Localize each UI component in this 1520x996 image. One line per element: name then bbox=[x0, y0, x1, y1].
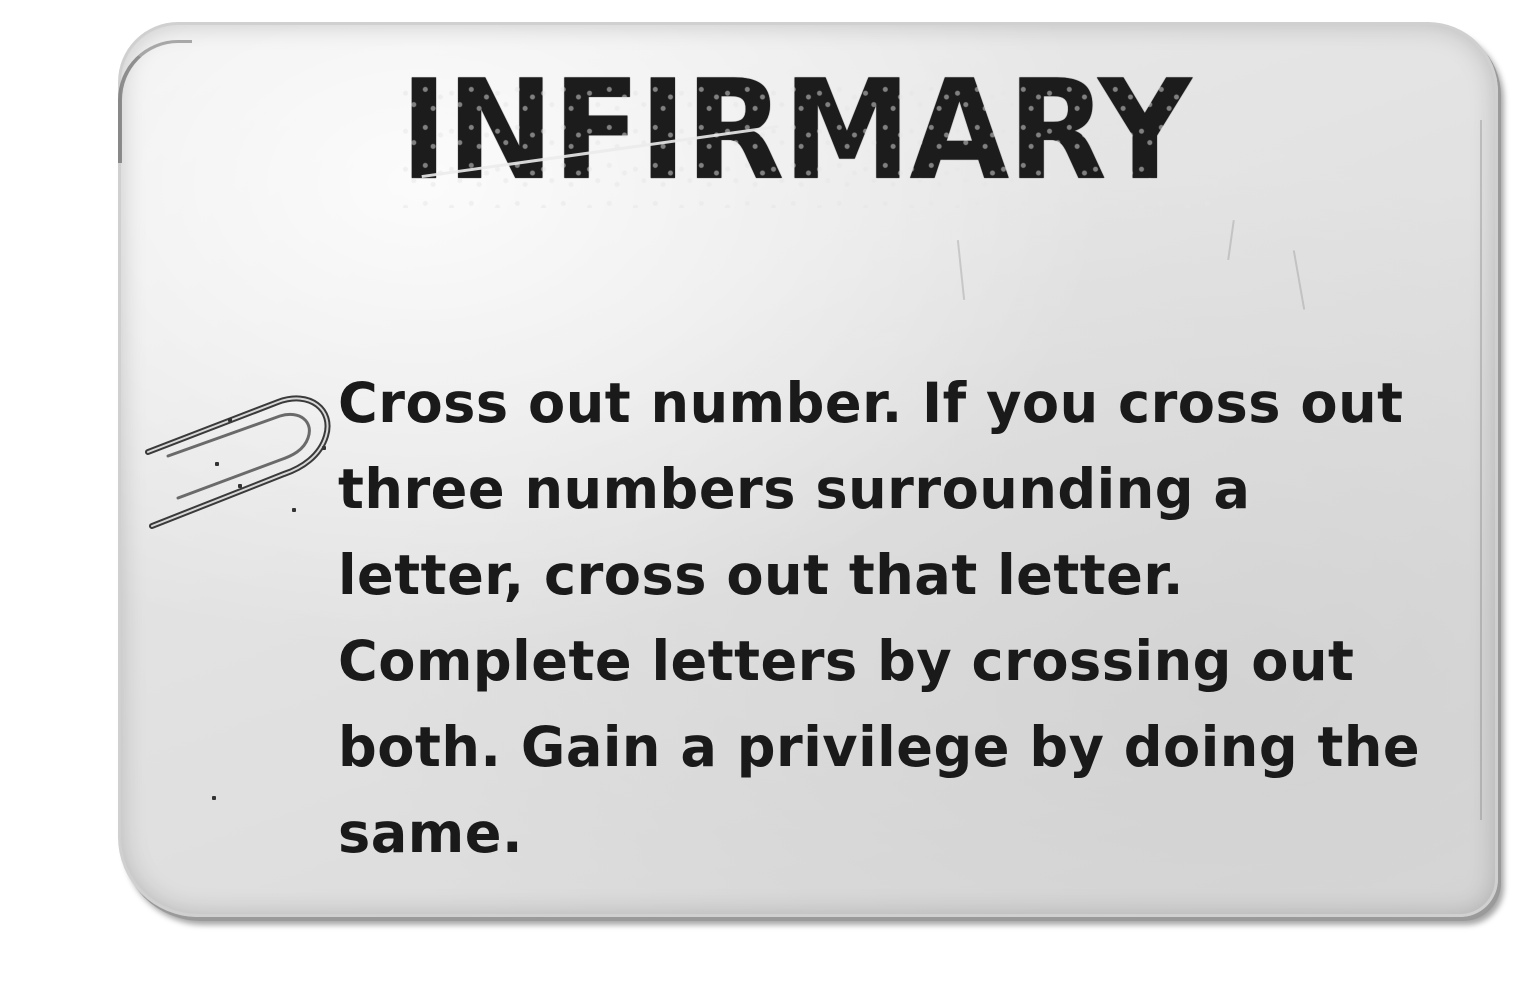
ink-speck bbox=[215, 462, 219, 466]
ink-speck bbox=[292, 508, 296, 512]
ink-speck bbox=[212, 796, 216, 800]
card-rules-text: Cross out number. If you cross out three… bbox=[338, 371, 1421, 865]
ink-speck bbox=[322, 446, 326, 450]
infirmary-card bbox=[118, 22, 1498, 917]
ink-speck bbox=[238, 484, 242, 488]
paperclip-icon bbox=[145, 395, 331, 529]
paper-crease bbox=[1480, 120, 1482, 820]
ink-speck bbox=[228, 418, 232, 422]
card-title: INFIRMARY bbox=[400, 50, 1192, 212]
